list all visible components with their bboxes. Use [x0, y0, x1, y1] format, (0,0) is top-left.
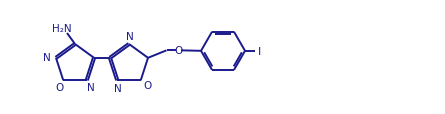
Text: O: O [144, 80, 152, 90]
Text: N: N [43, 53, 51, 63]
Text: N: N [87, 82, 95, 92]
Text: O: O [174, 45, 182, 55]
Text: N: N [125, 32, 134, 42]
Text: O: O [55, 82, 63, 92]
Text: I: I [257, 46, 261, 56]
Text: H₂N: H₂N [52, 23, 71, 33]
Text: N: N [114, 83, 121, 93]
